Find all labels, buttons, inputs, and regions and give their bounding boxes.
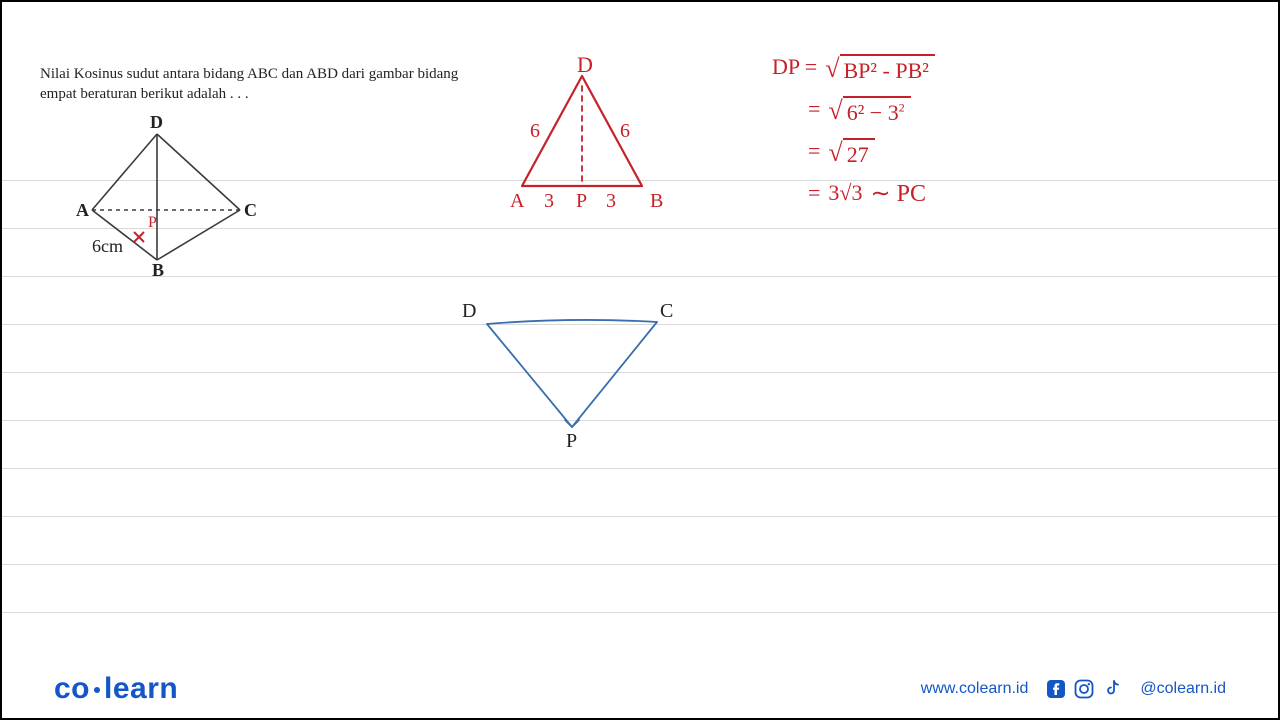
instagram-icon[interactable] [1074,679,1094,699]
footer-url[interactable]: www.colearn.id [921,680,1029,698]
tetra-label-C: C [244,200,257,221]
eq-sign: = [808,180,820,206]
facebook-icon[interactable] [1046,679,1066,699]
blue-label-D: D [462,300,476,323]
blue-triangle-diagram: D C P [452,292,692,462]
tetra-label-B: B [152,260,164,281]
logo-left: co [54,672,90,705]
calc-line-1: DP = √ BP² - PB² [772,54,1072,90]
rule-line [2,564,1278,565]
social-icons [1046,679,1122,699]
red-side-right: 6 [620,120,630,143]
page: Nilai Kosinus sudut antara bidang ABC da… [0,0,1280,720]
red-label-A: A [510,190,524,213]
footer-right: www.colearn.id @colearn.id [921,679,1226,699]
sqrt-icon: √ 6² − 32 [828,96,910,126]
logo-dot-icon [94,687,100,693]
calc-line-4: = 3√3 ∼ PC [772,180,1072,216]
tetra-label-P: P [148,214,157,232]
calc-line-3: = √ 27 [772,138,1072,174]
rule-line [2,516,1278,517]
sqrt-icon: √ BP² - PB² [825,54,935,84]
tetra-label-A: A [76,200,89,221]
red-triangle-diagram: D A B P 3 3 6 6 [492,56,692,226]
calc-line2-body: 6² − 3 [847,100,899,125]
calc-line4-tail: ∼ PC [871,180,926,209]
red-seg-PB: 3 [606,190,616,213]
calc-line4-val: 3√3 [828,180,862,206]
tetrahedron-diagram: D A C B P 6cm [72,110,272,280]
calc-line1-body: BP² - PB² [840,54,935,84]
red-side-left: 6 [530,120,540,143]
red-label-P: P [576,190,587,213]
eq-sign: = [808,96,820,122]
red-label-D: D [577,52,593,78]
tiktok-icon[interactable] [1102,679,1122,699]
tetra-edge-label: 6cm [92,236,123,257]
eq-sign: = [808,138,820,164]
rule-line [2,468,1278,469]
footer: colearn www.colearn.id @colearn.id [2,660,1278,718]
calc-line2-exp: 2 [899,101,905,115]
footer-handle[interactable]: @colearn.id [1140,680,1226,698]
question-text: Nilai Kosinus sudut antara bidang ABC da… [40,64,460,105]
calc-lhs: DP = [772,54,817,80]
calc-block: DP = √ BP² - PB² = √ 6² − 32 = √ 27 = 3√… [772,54,1072,222]
tetra-label-D: D [150,112,163,133]
sqrt-icon: √ 27 [828,138,874,168]
logo-right: learn [104,672,178,705]
blue-label-C: C [660,300,673,323]
blue-label-P: P [566,430,577,453]
calc-line-2: = √ 6² − 32 [772,96,1072,132]
calc-line3-body: 27 [843,138,875,168]
rule-line [2,612,1278,613]
red-seg-AP: 3 [544,190,554,213]
brand-logo: colearn [54,672,178,706]
red-label-B: B [650,190,663,213]
